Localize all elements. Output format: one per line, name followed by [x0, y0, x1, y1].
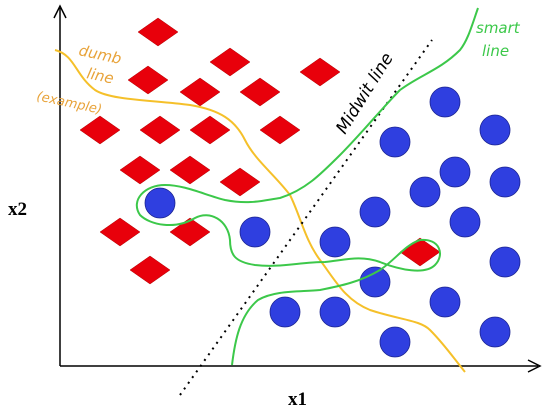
blue-circle — [439, 156, 471, 188]
blue-circle — [479, 316, 511, 348]
smart-line — [135, 7, 479, 366]
blue-circle — [429, 86, 461, 118]
blue-circle — [379, 326, 411, 358]
blue-circle — [379, 126, 411, 158]
annotation: line — [482, 42, 509, 60]
red-diamond — [189, 115, 231, 145]
blue-circle — [489, 166, 521, 198]
red-diamond — [119, 155, 161, 185]
annotation: smart — [476, 19, 521, 37]
annotation: line — [85, 64, 115, 87]
red-diamond — [129, 255, 171, 285]
red-diamond — [137, 17, 179, 47]
blue-circle — [489, 246, 521, 278]
x-axis-label: x1 — [288, 389, 307, 410]
blue-circle — [359, 196, 391, 228]
blue-circle — [239, 216, 271, 248]
red-diamond — [169, 155, 211, 185]
red-diamond — [219, 167, 261, 197]
red-class — [79, 17, 441, 285]
red-diamond — [139, 115, 181, 145]
red-diamond — [79, 115, 121, 145]
blue-class — [144, 86, 521, 358]
x-arrow — [527, 359, 542, 373]
red-diamond — [99, 217, 141, 247]
blue-circle — [449, 206, 481, 238]
axes — [53, 4, 542, 373]
blue-circle — [429, 286, 461, 318]
red-diamond — [239, 77, 281, 107]
red-diamond — [209, 47, 251, 77]
y-arrow — [53, 4, 67, 19]
blue-circle — [359, 266, 391, 298]
blue-circle — [319, 226, 351, 258]
red-diamond — [299, 57, 341, 87]
blue-circle — [319, 296, 351, 328]
blue-circle — [144, 187, 176, 219]
red-diamond — [169, 217, 211, 247]
smart-line-label: smart line — [476, 19, 521, 60]
blue-circle — [409, 176, 441, 208]
y-axis-label: x2 — [8, 199, 27, 220]
red-diamond — [259, 115, 301, 145]
blue-circle — [269, 296, 301, 328]
midwit-line — [179, 39, 433, 396]
blue-circle — [479, 114, 511, 146]
red-diamond — [127, 65, 169, 95]
